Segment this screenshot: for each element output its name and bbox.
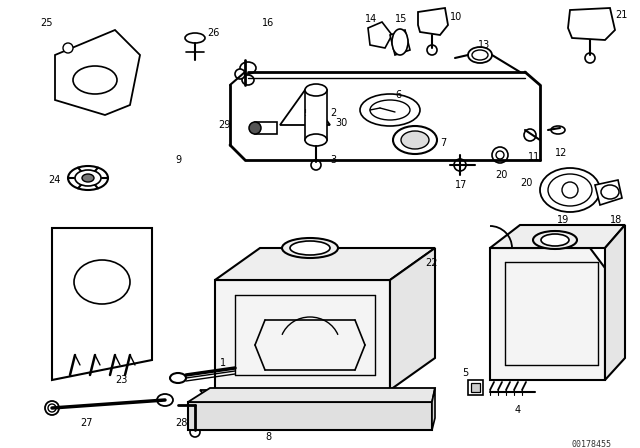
Ellipse shape (551, 126, 565, 134)
Text: 20: 20 (495, 170, 508, 180)
Text: 25: 25 (40, 18, 52, 28)
Bar (255, 122, 277, 134)
Text: 29: 29 (218, 120, 230, 130)
Ellipse shape (311, 160, 321, 170)
Ellipse shape (305, 134, 327, 146)
Ellipse shape (282, 238, 338, 258)
Polygon shape (55, 30, 140, 115)
Text: 24: 24 (48, 175, 60, 185)
Ellipse shape (370, 100, 410, 120)
Polygon shape (215, 248, 435, 280)
Text: 4: 4 (515, 405, 521, 415)
Text: 3: 3 (330, 155, 336, 165)
Ellipse shape (45, 401, 59, 415)
Ellipse shape (468, 47, 492, 63)
Bar (471, 383, 480, 392)
Ellipse shape (540, 168, 600, 212)
Text: 00178455: 00178455 (572, 440, 612, 448)
Ellipse shape (401, 131, 429, 149)
Polygon shape (490, 248, 605, 380)
Polygon shape (432, 388, 435, 430)
Text: 9: 9 (175, 155, 181, 165)
Polygon shape (490, 225, 625, 248)
Ellipse shape (601, 185, 619, 199)
Ellipse shape (548, 174, 592, 206)
Ellipse shape (290, 241, 330, 255)
Text: 27: 27 (80, 418, 93, 428)
Polygon shape (188, 402, 432, 430)
Ellipse shape (562, 182, 578, 198)
Polygon shape (188, 388, 435, 402)
Bar (468, 380, 483, 395)
Ellipse shape (235, 69, 245, 79)
Ellipse shape (406, 259, 424, 277)
Text: 5: 5 (462, 368, 468, 378)
Ellipse shape (190, 427, 200, 437)
Ellipse shape (533, 231, 577, 249)
Text: 19: 19 (557, 215, 569, 225)
Text: 6: 6 (395, 90, 401, 100)
Ellipse shape (229, 365, 241, 379)
Text: !: ! (303, 108, 307, 117)
Text: 20: 20 (520, 178, 532, 188)
Ellipse shape (454, 159, 466, 171)
Ellipse shape (240, 62, 256, 74)
Bar (305, 90, 327, 140)
Polygon shape (390, 248, 435, 390)
Text: 2: 2 (330, 108, 336, 118)
Text: 1: 1 (220, 358, 226, 368)
Ellipse shape (48, 404, 56, 412)
Text: 17: 17 (455, 180, 467, 190)
Ellipse shape (63, 43, 73, 53)
Ellipse shape (185, 33, 205, 43)
Ellipse shape (305, 84, 327, 96)
Ellipse shape (410, 263, 420, 273)
Text: 30: 30 (335, 118, 348, 128)
Polygon shape (605, 225, 625, 380)
Ellipse shape (392, 29, 408, 55)
Ellipse shape (496, 151, 504, 159)
Ellipse shape (242, 75, 254, 85)
Polygon shape (568, 8, 615, 40)
Text: 8: 8 (265, 432, 271, 442)
Text: 28: 28 (175, 418, 188, 428)
Text: 22: 22 (425, 258, 438, 268)
Ellipse shape (427, 45, 437, 55)
Polygon shape (390, 30, 410, 55)
Polygon shape (215, 280, 390, 390)
Polygon shape (368, 22, 392, 48)
Text: 23: 23 (115, 375, 127, 385)
Text: 7: 7 (440, 138, 446, 148)
Text: 15: 15 (395, 14, 408, 24)
Text: 16: 16 (262, 18, 275, 28)
Ellipse shape (585, 53, 595, 63)
Ellipse shape (73, 66, 117, 94)
Ellipse shape (75, 170, 101, 186)
Text: 21: 21 (615, 10, 627, 20)
Polygon shape (200, 390, 420, 402)
Text: 18: 18 (610, 215, 622, 225)
Text: 12: 12 (555, 148, 568, 158)
Polygon shape (418, 8, 448, 35)
Ellipse shape (492, 147, 508, 163)
Ellipse shape (82, 174, 94, 182)
Text: 11: 11 (528, 152, 540, 162)
Ellipse shape (74, 260, 130, 304)
Ellipse shape (541, 234, 569, 246)
Ellipse shape (524, 129, 536, 141)
Ellipse shape (472, 50, 488, 60)
Ellipse shape (170, 373, 186, 383)
Text: 26: 26 (207, 28, 220, 38)
Ellipse shape (68, 166, 108, 190)
Text: 14: 14 (365, 14, 377, 24)
Ellipse shape (249, 122, 261, 134)
Polygon shape (52, 228, 152, 380)
Ellipse shape (157, 394, 173, 406)
Text: 13: 13 (478, 40, 490, 50)
Polygon shape (595, 180, 622, 205)
Ellipse shape (360, 94, 420, 126)
Text: 10: 10 (450, 12, 462, 22)
Polygon shape (280, 90, 330, 125)
Ellipse shape (393, 126, 437, 154)
